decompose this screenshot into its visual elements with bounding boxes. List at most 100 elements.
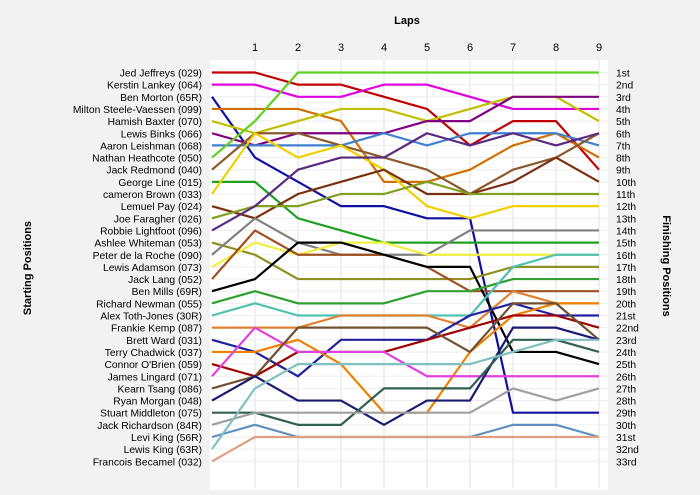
finishing-label: 16th — [616, 251, 636, 262]
series-line-15 — [211, 241, 599, 281]
series-line-20 — [211, 277, 599, 305]
starting-label: Ben Morton (65R) — [120, 93, 202, 104]
series-line-9 — [211, 132, 600, 196]
series-line-32 — [211, 338, 599, 450]
finishing-label: 11th — [616, 190, 636, 201]
finishing-label: 1st — [616, 69, 630, 80]
series-line-27 — [211, 302, 600, 390]
starting-label: Levi King (56R) — [131, 433, 202, 444]
series-line-8 — [211, 71, 599, 159]
starting-label: Peter de la Roche (090) — [93, 251, 202, 262]
starting-label: Lewis Adamson (073) — [103, 263, 202, 274]
starting-label: Hamish Baxter (070) — [108, 117, 202, 128]
starting-label: Jed Jeffreys (029) — [120, 69, 202, 80]
finishing-label: 21st — [616, 312, 636, 323]
starting-label: James Lingard (071) — [108, 372, 202, 383]
series-line-17 — [211, 241, 599, 268]
starting-label: Brett Ward (031) — [126, 336, 202, 347]
series-line-14 — [211, 132, 600, 232]
finishing-label: 18th — [616, 275, 636, 286]
starting-label: Ben Mills (69R) — [132, 287, 202, 298]
x-tick-label: 5 — [424, 42, 430, 54]
starting-label: Stuart Middleton (075) — [100, 409, 202, 420]
starting-label: cameron Brown (033) — [103, 190, 202, 201]
starting-label: Lemuel Pay (024) — [121, 202, 202, 213]
finishing-label: 27th — [616, 384, 636, 395]
finishing-label: 4th — [616, 105, 631, 116]
x-tick-label: 9 — [596, 42, 602, 54]
starting-label: Robbie Lightfoot (096) — [100, 226, 202, 237]
starting-label: Jack Richardson (84R) — [97, 421, 202, 432]
series-line-13 — [211, 180, 599, 220]
starting-label: Milton Steele-Vaessen (099) — [73, 105, 202, 116]
finishing-label: 17th — [616, 263, 636, 274]
series-line-3 — [211, 96, 599, 414]
x-axis-title: Laps — [394, 15, 420, 27]
finishing-label: 25th — [616, 360, 636, 371]
series-line-33 — [211, 435, 599, 463]
finishing-label: 5th — [616, 117, 631, 128]
finishing-label: 7th — [616, 141, 631, 152]
starting-label: Jack Redmond (040) — [106, 166, 202, 177]
series-line-6 — [211, 95, 599, 147]
x-tick-label: 2 — [295, 42, 301, 54]
finishing-label: 30th — [616, 421, 636, 432]
starting-label: Frankie Kemp (087) — [111, 324, 202, 335]
starting-label: Francois Becamel (032) — [93, 457, 202, 468]
starting-label: Terry Chadwick (037) — [105, 348, 202, 359]
finishing-label: 20th — [616, 299, 636, 310]
finishing-label: 10th — [616, 178, 636, 189]
finishing-label: 32nd — [616, 445, 639, 456]
finishing-label: 31st — [616, 433, 636, 444]
series-line-22 — [212, 290, 599, 329]
finishing-label: 13th — [616, 214, 636, 225]
series-line-19 — [211, 241, 600, 366]
starting-label: Ryan Morgan (048) — [113, 397, 202, 408]
series-line-10 — [212, 180, 599, 244]
starting-label: Jack Lang (052) — [128, 275, 202, 286]
starting-label: Ashlee Whiteman (053) — [94, 239, 202, 250]
series-line-16 — [211, 217, 599, 256]
series-line-2 — [212, 83, 599, 111]
starting-label: Kearn Tsang (086) — [117, 384, 202, 395]
starting-position-labels: Jed Jeffreys (029)Kerstin Lankey (064)Be… — [73, 69, 202, 469]
finishing-label: 29th — [616, 409, 636, 420]
x-tick-label: 7 — [510, 42, 516, 54]
series-line-29 — [212, 338, 600, 426]
left-axis-title: Starting Positions — [22, 221, 34, 315]
x-tick-label: 8 — [553, 42, 559, 54]
starting-label: Nathan Heathcote (050) — [92, 154, 202, 165]
finishing-label: 3rd — [616, 93, 631, 104]
finishing-position-labels: 1st2nd3rd4th5th6th7th8th9th10th11th12th1… — [616, 69, 639, 469]
finishing-label: 12th — [616, 202, 636, 213]
right-axis-title: Finishing Positions — [660, 215, 672, 316]
starting-label: George Line (015) — [118, 178, 202, 189]
starting-label: Aaron Leishman (068) — [100, 141, 202, 152]
x-tick-label: 4 — [381, 42, 387, 54]
finishing-label: 14th — [616, 226, 636, 237]
finishing-label: 23rd — [616, 336, 637, 347]
starting-label: Connor O'Brien (059) — [104, 360, 202, 371]
finishing-label: 28th — [616, 397, 636, 408]
starting-label: Lewis King (63R) — [124, 445, 202, 456]
finishing-label: 9th — [616, 166, 631, 177]
x-tick-label: 6 — [467, 42, 473, 54]
starting-label: Alex Toth-Jones (30R) — [100, 312, 202, 323]
finishing-label: 15th — [616, 239, 636, 250]
finishing-label: 19th — [616, 287, 636, 298]
series-lines — [211, 71, 600, 463]
finishing-label: 2nd — [616, 81, 633, 92]
finishing-label: 22nd — [616, 324, 639, 335]
finishing-label: 24th — [616, 348, 636, 359]
series-line-25 — [211, 314, 600, 378]
finishing-label: 26th — [616, 372, 636, 383]
x-tick-label: 1 — [252, 42, 258, 54]
series-line-1 — [212, 71, 600, 171]
starting-label: Lewis Binks (066) — [121, 129, 202, 140]
x-tick-labels: 1 2 3 4 5 6 7 8 9 — [252, 42, 602, 54]
finishing-label: 8th — [616, 154, 631, 165]
starting-label: Richard Newman (055) — [96, 299, 202, 310]
series-line-30 — [211, 387, 600, 426]
starting-label: Joe Faragher (026) — [114, 214, 202, 225]
